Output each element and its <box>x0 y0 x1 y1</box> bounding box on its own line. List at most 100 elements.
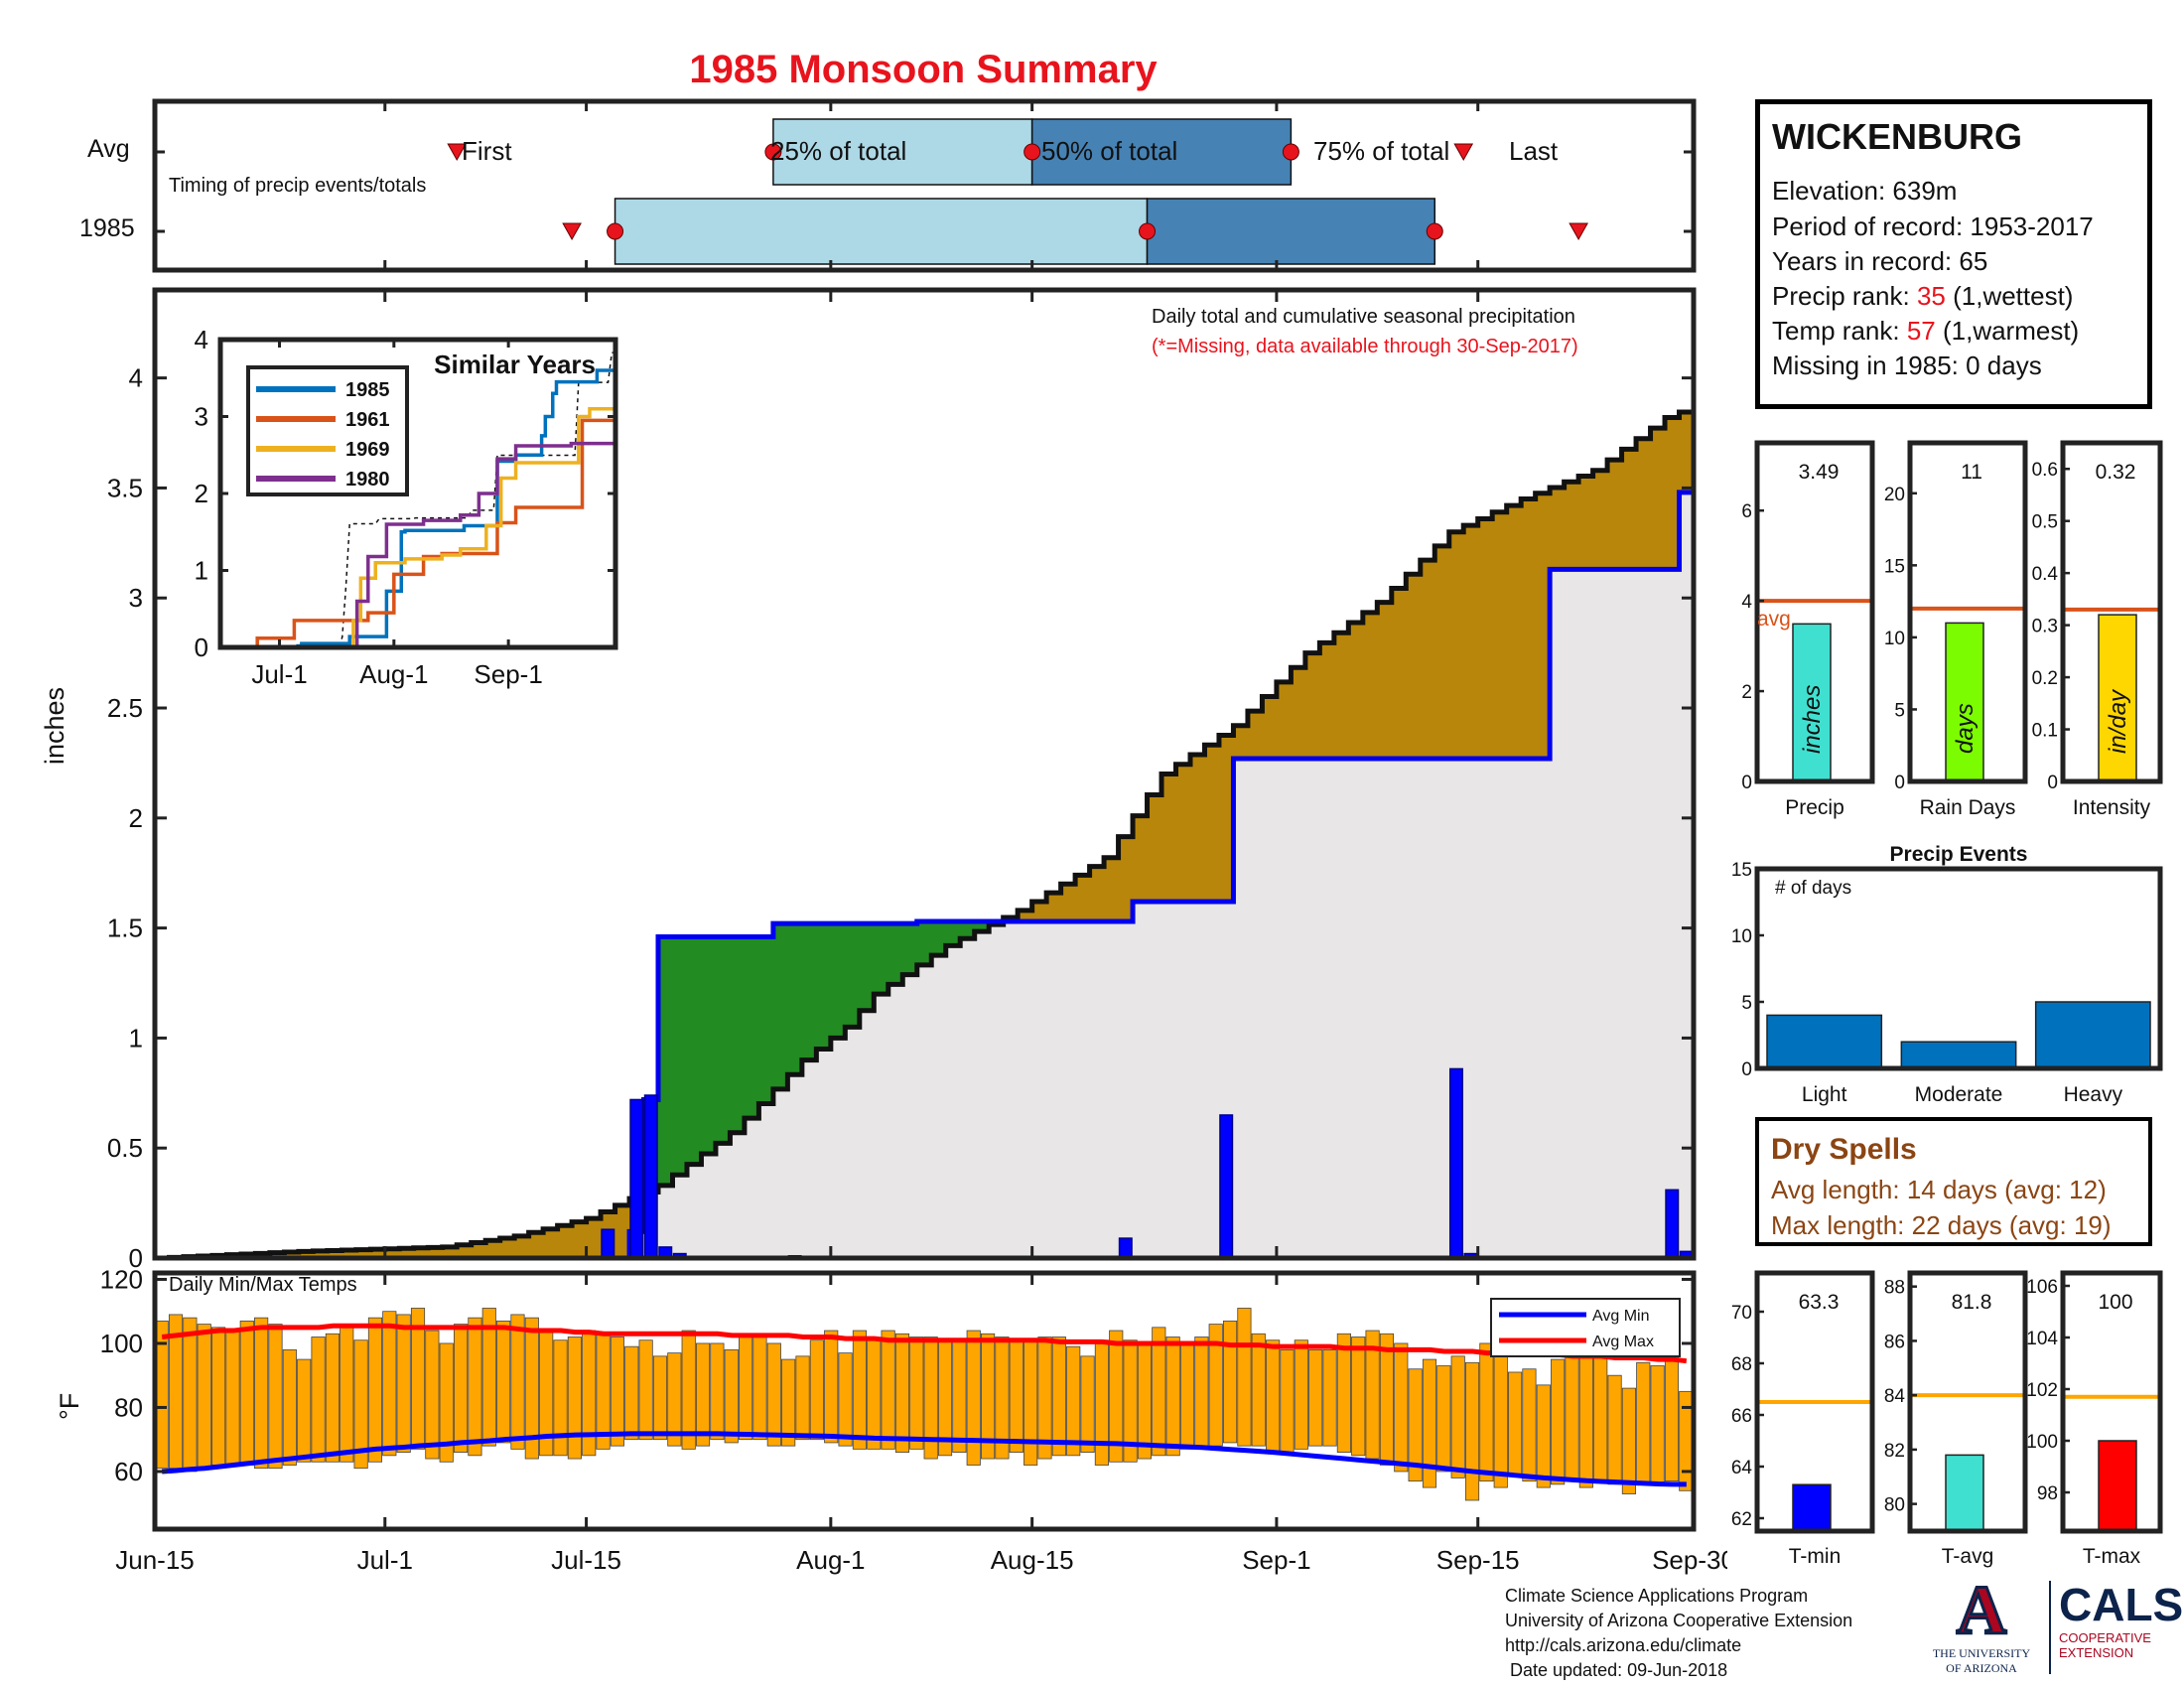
main-ytick-label: 1.5 <box>107 914 143 943</box>
footer-line4: Date updated: 09-Jun-2018 <box>1505 1660 1728 1680</box>
temp-range-bar <box>894 1333 910 1454</box>
ua-logo-line2: OF ARIZONA <box>1946 1661 2017 1675</box>
tmax-ytick-label: 98 <box>2037 1483 2058 1504</box>
temp-range-bar <box>1266 1339 1281 1453</box>
precip-ytick-label: 4 <box>1741 592 1752 613</box>
main-ytick-label: 3 <box>129 583 143 613</box>
precip-bar <box>1792 623 1832 782</box>
cals-logo-line2: EXTENSION <box>2059 1645 2134 1660</box>
tmin-ytick-label: 66 <box>1731 1406 1752 1427</box>
precip-value: 3.49 <box>1799 461 1840 484</box>
temp-range-bar <box>1009 1339 1024 1453</box>
inset-title: Similar Years <box>434 350 596 379</box>
avg-q75-marker <box>1282 143 1299 161</box>
legend-max-label: Avg Max <box>1592 1334 1654 1350</box>
dry-spells-avg: Avg length: 14 days (avg: 12) <box>1771 1175 2107 1204</box>
tmax-ytick-label: 104 <box>2026 1329 2058 1349</box>
temp-range-bar <box>1578 1355 1593 1488</box>
raindays-ytick-label: 10 <box>1884 629 1905 649</box>
avg-q25-q50-bar <box>772 118 1033 186</box>
temp-range-bar <box>652 1355 668 1441</box>
overlap-area <box>155 492 1694 1258</box>
temp-rank-suffix: (1,warmest) <box>1935 316 2080 346</box>
footer-line2: University of Arizona Cooperative Extens… <box>1505 1611 1853 1630</box>
temp-range-bar <box>881 1330 895 1450</box>
intensity-ytick-label: 0.6 <box>2032 460 2058 481</box>
precip-events-chart: Light Moderate Heavy 0 5 10 15 Precip Events # o… <box>1731 843 2163 1106</box>
tmin-value: 63.3 <box>1799 1291 1840 1314</box>
main-ytick-label: 3.5 <box>107 473 143 502</box>
temp-range-bar <box>1208 1324 1223 1447</box>
tmax-frame <box>2060 1270 2163 1534</box>
temps-ytick-label: 60 <box>114 1457 143 1486</box>
intensity-ytick-label: 0.2 <box>2032 668 2058 689</box>
event-bar-light <box>1766 1014 1883 1069</box>
tmax-ytick-label: 102 <box>2026 1380 2058 1401</box>
temp-range-bar <box>1322 1349 1337 1447</box>
daily-precip-bar <box>643 1094 658 1259</box>
temp-range-bar <box>838 1352 853 1447</box>
temp-range-bar <box>183 1317 198 1473</box>
main-ytick-label: 2.5 <box>107 693 143 723</box>
q75-label: 75% of total <box>1313 136 1450 166</box>
temp-range-bar <box>225 1330 240 1466</box>
intensity-value: 0.32 <box>2096 461 2136 484</box>
xtick-label: Jun-15 <box>115 1545 195 1575</box>
temp-range-bar <box>239 1320 254 1466</box>
temps-legend-frame <box>1490 1298 1681 1357</box>
temp-range-bar <box>496 1320 511 1444</box>
temp-range-bar <box>510 1314 525 1450</box>
station-temp-rank: Temp rank: 57 (1,warmest) <box>1772 316 2079 347</box>
temp-range-bar <box>1664 1352 1680 1482</box>
temp-range-bar <box>297 1358 312 1463</box>
temp-range-bar <box>995 1336 1010 1460</box>
avg-q25-marker <box>764 143 782 161</box>
raindays-ytick-label: 20 <box>1884 485 1905 505</box>
timing-avg-label: Avg <box>87 135 130 163</box>
temp-range-bar <box>624 1345 639 1441</box>
temp-range-bar <box>724 1349 739 1444</box>
temp-range-bar <box>1251 1333 1266 1447</box>
temp-range-bar <box>1152 1327 1166 1457</box>
temp-range-bar <box>909 1336 924 1450</box>
tavg-ytick-label: 86 <box>1884 1332 1905 1352</box>
year-q50-marker <box>1139 222 1157 240</box>
tavg-frame <box>1907 1270 2028 1534</box>
daily-precip-bar <box>1219 1114 1234 1259</box>
inset-legend-label: 1969 <box>345 439 390 461</box>
precip-label: Precip <box>1785 796 1844 819</box>
temp-range-bar <box>1394 1342 1409 1473</box>
tmin-ytick-label: 68 <box>1731 1354 1752 1375</box>
temp-range-bar <box>481 1308 496 1447</box>
temp-range-bar <box>1024 1339 1038 1466</box>
year-q75-marker <box>1426 222 1443 240</box>
intensity-ytick-label: 0.4 <box>2032 564 2059 585</box>
temp-range-bar <box>1379 1333 1395 1466</box>
footer-line1: Climate Science Applications Program <box>1505 1586 1809 1606</box>
tmax-label: T-max <box>2083 1545 2141 1568</box>
raindays-unit: days <box>1952 703 1979 754</box>
temp-range-bar <box>710 1342 725 1441</box>
main-ytick-label: 0 <box>129 1243 143 1273</box>
avg-max-line <box>161 1323 1688 1364</box>
temp-range-bar <box>610 1336 625 1447</box>
temp-rank-value: 57 <box>1906 316 1936 346</box>
temp-range-bar <box>1650 1365 1665 1485</box>
logo-divider <box>2049 1581 2051 1674</box>
inset-ytick-label: 4 <box>195 325 208 354</box>
temps-ytick-label: 120 <box>100 1264 143 1294</box>
temp-range-bar <box>1551 1358 1566 1485</box>
dry-spells-title: Dry Spells <box>1771 1133 1917 1166</box>
tavg-ytick-label: 84 <box>1884 1386 1906 1407</box>
temp-range-bar <box>439 1342 454 1463</box>
temp-range-bar <box>1179 1342 1195 1450</box>
right-charts: 0 2 4 6 3.49 inches Precip 0 5 10 15 20 11 days Rain D… <box>1731 440 2163 1568</box>
temp-range-bar <box>1165 1336 1180 1457</box>
raindays-ytick-label: 5 <box>1894 700 1905 721</box>
temp-range-bar <box>923 1336 938 1460</box>
raindays-value: 11 <box>1961 461 1982 484</box>
first-label: First <box>462 136 512 166</box>
temps-title: Daily Min/Max Temps <box>169 1274 357 1296</box>
xtick-label: Aug-1 <box>796 1545 865 1575</box>
inset-ytick-label: 1 <box>195 556 208 586</box>
